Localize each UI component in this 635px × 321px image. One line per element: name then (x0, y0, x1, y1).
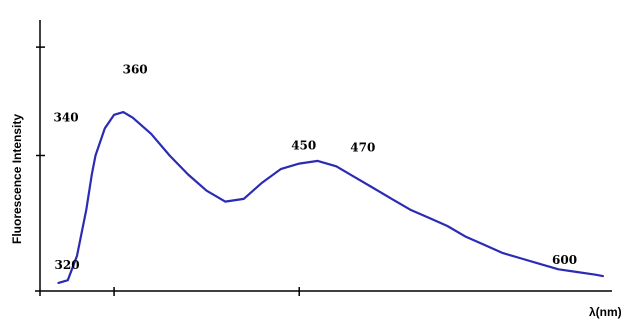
peak-label-340: 340 (54, 111, 79, 125)
axis-ticks (36, 46, 300, 296)
peak-label-320: 320 (55, 258, 80, 272)
y-axis-label: Fluorescence Intensity (10, 114, 24, 244)
peak-labels: 320 340 360 450 470 600 (54, 63, 578, 272)
peak-label-450: 450 (291, 139, 316, 153)
peak-label-600: 600 (552, 253, 577, 267)
peak-label-470: 470 (350, 140, 375, 154)
peak-label-360: 360 (123, 63, 148, 77)
x-axis-label: λ(nm) (589, 305, 622, 319)
fluorescence-curve (57, 110, 605, 284)
